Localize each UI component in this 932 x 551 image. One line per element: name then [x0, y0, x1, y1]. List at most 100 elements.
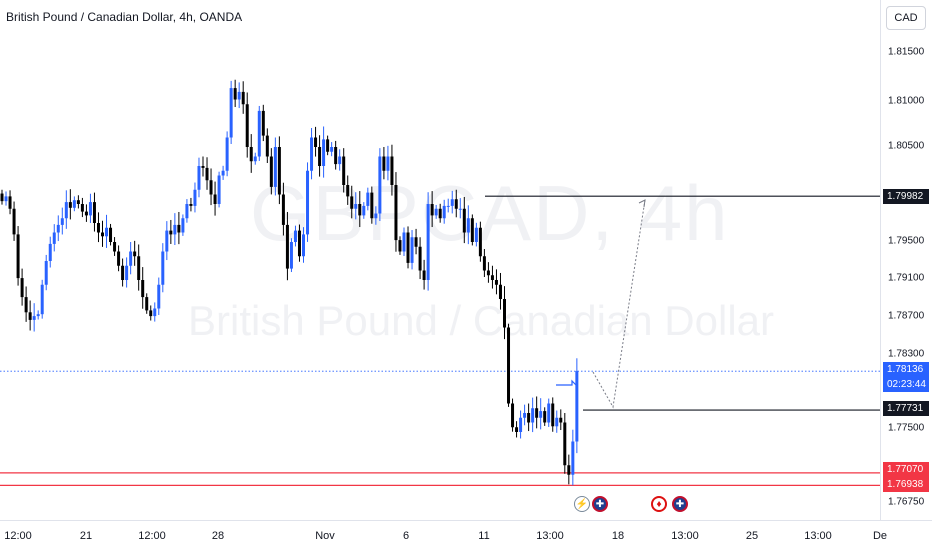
price-tick: 1.79100 [888, 272, 925, 284]
time-tick: 6 [402, 530, 410, 542]
support-price-tag: 1.76938 [883, 477, 929, 492]
candle-body [334, 147, 338, 165]
canada-flag-icon[interactable]: ♦ [651, 496, 667, 512]
chart-area[interactable]: GBPCAD, 4h British Pound / Canadian Doll… [0, 0, 880, 520]
candle-body [32, 316, 36, 320]
candle-body [434, 208, 438, 216]
candlestick-chart[interactable] [0, 0, 880, 520]
candle-body [48, 243, 52, 261]
candle-body [519, 417, 523, 432]
candle-body [346, 185, 350, 197]
candle-body [40, 284, 44, 315]
candle-body [350, 196, 354, 209]
projection-arrowhead [638, 199, 646, 208]
candle-body [0, 193, 4, 202]
time-tick: 28 [211, 530, 225, 542]
price-tick: 1.76750 [888, 496, 925, 508]
candle-body [326, 139, 330, 152]
candle-body [28, 312, 32, 320]
candle-body [205, 167, 209, 181]
candle-body [261, 110, 265, 136]
candle-body [289, 242, 293, 269]
price-tick: 1.77500 [888, 422, 925, 434]
candle-body [458, 208, 462, 210]
time-tick: 25 [745, 530, 759, 542]
candle-body [88, 202, 92, 216]
candle-body [486, 270, 490, 276]
currency-button[interactable]: CAD [886, 6, 926, 30]
candle-body [535, 408, 539, 418]
candle-body [121, 265, 125, 280]
candle-body [165, 230, 169, 252]
candle-body [189, 204, 193, 206]
price-tick: 1.78700 [888, 310, 925, 322]
candle-body [60, 218, 64, 225]
candle-body [181, 218, 185, 233]
candle-body [318, 147, 322, 166]
candle-body [193, 189, 197, 206]
candle-body [237, 91, 241, 100]
candle-body [426, 204, 430, 280]
candle-body [4, 196, 8, 202]
price-tick: 1.81500 [888, 46, 925, 58]
candle-body [394, 185, 398, 241]
candle-body [169, 230, 173, 235]
candle-body [201, 166, 205, 168]
lightning-icon[interactable]: ⚡ [574, 496, 590, 512]
candle-body [293, 230, 297, 242]
candle-body [398, 240, 402, 252]
price-tick: 1.80500 [888, 140, 925, 152]
candle-body [362, 205, 366, 216]
resistance-price-tag: 1.79982 [883, 189, 929, 204]
candle-body [24, 297, 28, 313]
candle-body [129, 251, 133, 266]
candle-body [113, 242, 117, 252]
candle-body [378, 156, 382, 214]
time-tick: De [872, 530, 888, 542]
candle-body [547, 403, 551, 423]
candle-body [80, 204, 84, 212]
candle-body [8, 196, 12, 209]
candle-body [157, 284, 161, 309]
candle-body [539, 411, 543, 418]
time-axis[interactable] [0, 520, 932, 551]
candle-body [410, 237, 414, 263]
candle-body [217, 175, 221, 204]
candle-body [213, 194, 217, 204]
candle-body [16, 234, 20, 279]
candle-body [511, 403, 515, 428]
candle-body [285, 224, 289, 269]
candle-body [177, 224, 181, 233]
candle-body [161, 251, 165, 285]
current-price-tag: 1.78136 [883, 362, 929, 377]
candle-body [446, 205, 450, 207]
time-tick: 13:00 [671, 530, 699, 542]
candle-body [454, 199, 458, 209]
candle-body [20, 278, 24, 298]
candle-body [125, 265, 129, 280]
watermark-symbol: GBPCAD, 4h [250, 169, 730, 257]
candle-body [52, 232, 56, 244]
candle-body [386, 156, 390, 171]
price-axis[interactable] [880, 0, 932, 520]
candle-body [149, 310, 153, 317]
candle-body [96, 223, 100, 233]
candle-body [462, 208, 466, 233]
candle-body [543, 411, 547, 423]
candle-body [229, 88, 233, 138]
uk-flag-icon[interactable]: ✚ [672, 496, 688, 512]
candle-body [430, 204, 434, 216]
candle-body [245, 104, 249, 147]
uk-flag-icon[interactable]: ✚ [592, 496, 608, 512]
time-tick: 13:00 [536, 530, 564, 542]
candle-body [330, 147, 334, 152]
candle-body [402, 232, 406, 252]
candle-body [531, 408, 535, 423]
candle-body [563, 422, 567, 466]
candle-body [221, 170, 225, 176]
bar-countdown: 02:23:44 [883, 377, 929, 392]
candle-body [442, 205, 446, 219]
level-price-tag: 1.77731 [883, 401, 929, 416]
candle-body [571, 441, 575, 475]
candle-body [273, 147, 277, 187]
